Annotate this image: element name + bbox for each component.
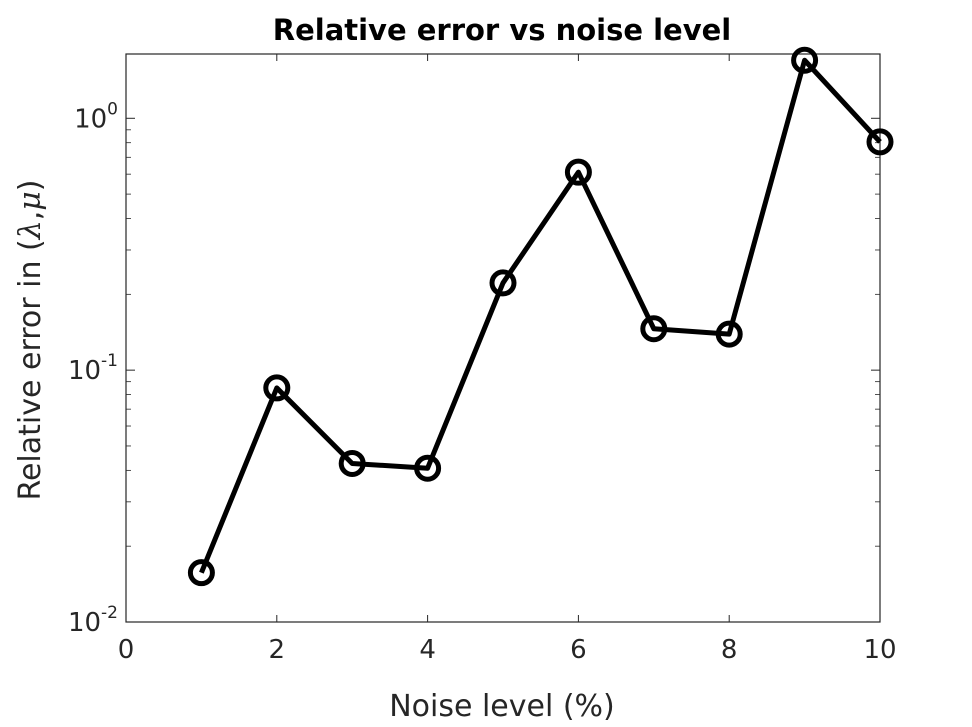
- y-axis-label-mu: μ: [13, 191, 48, 211]
- x-tick-label: 0: [118, 635, 135, 665]
- data-point-marker: [263, 374, 291, 402]
- x-axis-label: Noise level (%): [389, 689, 615, 724]
- data-point-marker: [564, 158, 592, 186]
- y-axis-label-lambda: λ: [13, 220, 48, 240]
- series-layer: [187, 46, 894, 587]
- y-axis-label-close: ): [13, 179, 48, 191]
- x-tick-label: 8: [721, 635, 738, 665]
- axes-frame: [125, 53, 881, 623]
- y-tick-label: 10-1: [68, 351, 118, 386]
- y-tick-base: 10: [74, 104, 107, 134]
- data-point-marker: [640, 315, 668, 343]
- x-tick-label: 6: [570, 635, 587, 665]
- data-point-marker: [791, 46, 819, 74]
- data-point-marker: [187, 559, 215, 587]
- y-tick-label: 10-2: [68, 603, 118, 638]
- y-tick-exponent: -1: [101, 351, 118, 371]
- y-tick-base: 10: [68, 608, 101, 638]
- plot-area: [125, 53, 881, 623]
- y-tick-exponent: 0: [107, 99, 118, 119]
- y-axis-label: Relative error in (λ,μ): [13, 179, 48, 500]
- data-point-marker: [414, 454, 442, 482]
- x-tick-label: 2: [269, 635, 286, 665]
- y-axis-label-text: Relative error in (: [13, 239, 48, 500]
- data-point-marker: [338, 449, 366, 477]
- data-point-marker: [489, 269, 517, 297]
- chart-title: Relative error vs noise level: [273, 13, 732, 47]
- series-line: [199, 57, 882, 574]
- x-axis: 0 2 4 6 8 10: [118, 54, 897, 665]
- y-tick-base: 10: [68, 356, 101, 386]
- y-tick-exponent: -2: [101, 603, 118, 623]
- y-axis-label-separator: ,: [13, 211, 48, 221]
- x-tick-label: 4: [419, 635, 436, 665]
- y-tick-label: 100: [74, 99, 118, 134]
- x-tick-label: 10: [863, 635, 896, 665]
- data-point-marker: [866, 128, 894, 156]
- data-point-marker: [715, 320, 743, 348]
